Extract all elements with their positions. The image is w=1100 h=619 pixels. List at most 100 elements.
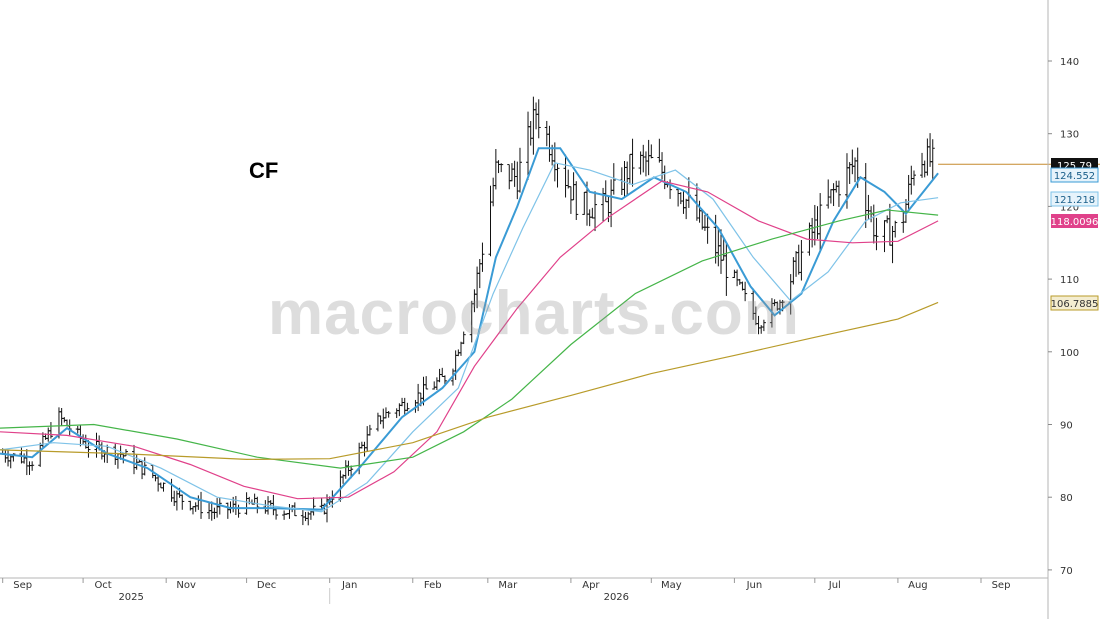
price-bar: [906, 174, 911, 209]
price-bar: [461, 331, 466, 345]
price-bar: [22, 453, 27, 464]
ma-line-2: [0, 162, 939, 513]
price-bar: [271, 494, 276, 516]
price-bar: [132, 444, 137, 475]
price-bar: [874, 217, 879, 251]
price-bar: [818, 193, 823, 253]
price-bar: [30, 461, 35, 471]
price-bar: [499, 163, 504, 173]
year-label: 2025: [118, 592, 143, 603]
value-badge-label: 118.0096: [1051, 217, 1099, 228]
price-bar: [611, 163, 616, 195]
y-tick-label: 130: [1060, 130, 1079, 141]
price-bar: [158, 482, 163, 489]
value-badge-bg: [1050, 295, 1099, 311]
price-bar: [62, 417, 67, 423]
value-badge: 118.0096: [1051, 214, 1099, 228]
price-bar: [831, 183, 836, 207]
watermark: macrocharts.com: [268, 279, 800, 348]
price-bar: [509, 163, 514, 182]
price-bar: [212, 507, 217, 520]
price-bar: [590, 207, 595, 219]
price-bar: [587, 209, 592, 227]
price-bar: [925, 138, 930, 176]
price-bar: [526, 111, 531, 180]
price-bar: [115, 452, 120, 469]
x-tick-label: Aug: [908, 580, 928, 591]
price-bar: [909, 165, 914, 195]
price-bar: [732, 269, 737, 279]
y-tick-label: 120: [1060, 202, 1079, 213]
price-bar: [882, 220, 887, 253]
price-bar: [885, 215, 890, 224]
value-badge-label: 124.552: [1054, 171, 1095, 182]
price-bar: [863, 163, 868, 228]
price-bar: [196, 495, 201, 510]
price-bar: [684, 198, 689, 220]
price-bar: [716, 228, 721, 267]
price-bar: [649, 144, 654, 159]
x-tick-label: Jul: [828, 580, 841, 591]
value-badge: 121.218: [1050, 191, 1099, 207]
price-bar: [627, 153, 632, 185]
price-bar: [6, 449, 11, 467]
price-bar: [442, 375, 447, 384]
price-bar: [643, 151, 648, 177]
price-bar: [405, 402, 410, 412]
value-badge-bg: [1050, 167, 1099, 183]
price-bar: [930, 139, 935, 181]
price-bar: [593, 191, 598, 232]
price-bar: [86, 440, 91, 458]
price-bar: [113, 443, 118, 465]
price-bar: [571, 172, 576, 201]
y-tick-label: 80: [1060, 493, 1073, 504]
price-bar: [601, 187, 606, 222]
price-bar: [678, 192, 683, 205]
x-tick-label: Dec: [257, 580, 276, 591]
price-bar: [402, 397, 407, 415]
price-bar: [233, 495, 238, 515]
price-bar: [582, 191, 587, 215]
price-bar: [172, 490, 177, 507]
price-bar: [662, 165, 667, 190]
price-bar: [676, 187, 681, 207]
price-bar: [343, 460, 348, 479]
price-bar: [850, 149, 855, 175]
price-bar: [893, 220, 898, 238]
price-bar: [630, 138, 635, 187]
price-bar: [225, 502, 230, 519]
x-tick-label: Jun: [746, 580, 763, 591]
ma-line-4: [0, 209, 939, 469]
price-bar: [641, 144, 646, 173]
price-bar: [180, 494, 185, 510]
price-bar: [287, 504, 292, 519]
price-bar: [24, 449, 29, 476]
price-bar: [432, 381, 437, 390]
value-badge-label: 121.218: [1054, 195, 1095, 206]
price-bar: [496, 160, 501, 174]
price-bar: [646, 139, 651, 176]
price-bar: [8, 454, 13, 469]
price-bar: [574, 181, 579, 220]
price-bar: [531, 96, 536, 155]
value-badge-bg: [1051, 214, 1098, 228]
y-tick-label: 100: [1060, 348, 1079, 359]
price-bar: [365, 426, 370, 453]
price-bar: [826, 179, 831, 209]
price-bar: [381, 408, 386, 429]
price-bar: [512, 160, 517, 187]
price-bar: [367, 424, 372, 436]
price-bar: [493, 149, 498, 190]
price-bar: [794, 251, 799, 277]
chart-title: CF: [249, 158, 279, 183]
price-bar: [702, 214, 707, 231]
price-bar: [828, 189, 833, 204]
price-bar: [871, 204, 876, 244]
price-bar: [799, 240, 804, 281]
price-bar: [705, 213, 710, 244]
price-bar: [563, 154, 568, 198]
x-tick-label: Jan: [341, 580, 357, 591]
price-bar: [424, 376, 429, 390]
